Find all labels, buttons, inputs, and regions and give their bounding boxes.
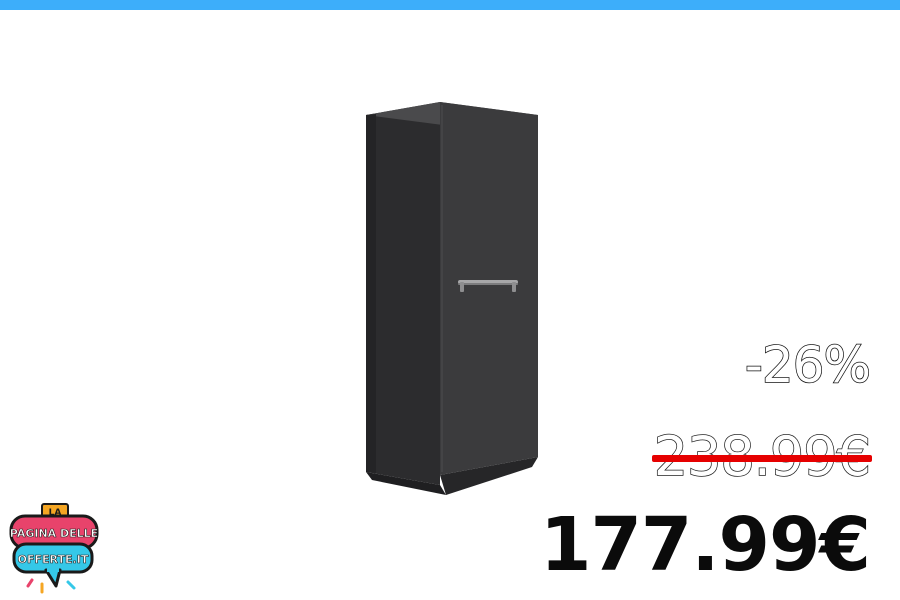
new-price: 177.99€ [539, 502, 871, 588]
top-accent-bar [0, 0, 900, 10]
old-price-container: 238.99€ [651, 429, 872, 490]
la-pagina-delle-offerte-logo: LA PAGINA DELLE OFFERTE.IT [8, 502, 100, 596]
discount-badge: -26% [744, 336, 872, 394]
strike-line [651, 455, 872, 462]
svg-text:LA: LA [49, 508, 62, 518]
tall-cabinet-icon [366, 102, 538, 495]
product-image [362, 100, 544, 497]
svg-text:OFFERTE.IT: OFFERTE.IT [18, 553, 89, 566]
logo-icon: LA PAGINA DELLE OFFERTE.IT [9, 503, 99, 594]
svg-text:PAGINA DELLE: PAGINA DELLE [10, 527, 98, 540]
